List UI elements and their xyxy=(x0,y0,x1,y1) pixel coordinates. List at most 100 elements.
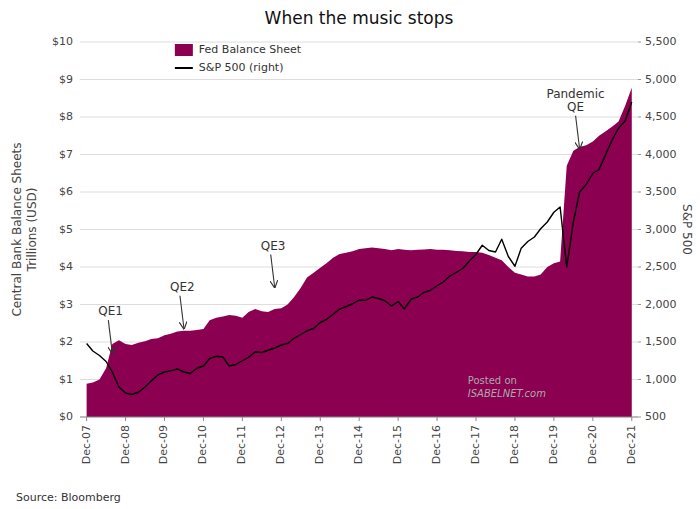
x-tick xyxy=(203,417,204,421)
data xyxy=(87,88,632,417)
x-tick xyxy=(320,417,321,421)
y2-tick xyxy=(638,417,641,418)
x-tick-label: Dec-13 xyxy=(313,425,326,464)
y2-tick-label: 5,500 xyxy=(645,35,677,48)
y2-tick xyxy=(638,192,641,193)
y2-tick xyxy=(638,229,641,230)
annotation-arrow xyxy=(180,296,184,329)
watermark: Posted on xyxy=(468,375,517,386)
y2-tick-label: 2,500 xyxy=(645,260,677,273)
annotation-text: PandemicQE xyxy=(546,87,604,114)
annotation-arrow xyxy=(108,320,112,353)
grid xyxy=(80,42,638,417)
x-tick xyxy=(553,417,554,421)
annotation-line: QE3 xyxy=(261,239,286,253)
annotation-text: QE3 xyxy=(261,239,286,253)
y2-tick xyxy=(638,304,641,305)
y2-tick-label: 2,000 xyxy=(645,298,677,311)
x-tick-label: Dec-07 xyxy=(80,425,93,464)
x-tick-label: Dec-15 xyxy=(391,425,404,464)
annotation-line: Pandemic xyxy=(546,87,604,101)
y-tick-label: $3 xyxy=(59,298,73,311)
legend-label: S&P 500 (right) xyxy=(199,61,284,74)
x-tick xyxy=(125,417,126,421)
y2-axis-label: S&P 500 xyxy=(680,204,694,255)
annotation-text: QE1 xyxy=(98,304,123,318)
annotations: QE1 QE2 QE3 PandemicQE xyxy=(98,87,604,353)
x-tick-label: Dec-11 xyxy=(235,425,248,464)
y-tick-label: $9 xyxy=(59,73,73,86)
x-tick-label: Dec-21 xyxy=(625,425,638,464)
x-tick xyxy=(359,417,360,421)
title: When the music stops xyxy=(265,8,454,28)
legend-swatch xyxy=(175,67,193,69)
x-tick xyxy=(437,417,438,421)
y2-tick xyxy=(638,379,641,380)
y2-tick xyxy=(638,117,641,118)
y2-tick xyxy=(638,154,641,155)
legend-swatch xyxy=(175,44,193,56)
annotation-arrow xyxy=(576,116,580,149)
y2-tick xyxy=(638,342,641,343)
legend-label: Fed Balance Sheet xyxy=(199,43,302,56)
y2-tick-label: 4,000 xyxy=(645,148,677,161)
y-tick-label: $5 xyxy=(59,223,73,236)
x-tick-label: Dec-19 xyxy=(547,425,560,464)
x-tick-label: Dec-12 xyxy=(274,425,287,464)
grid-line xyxy=(80,42,638,43)
x-tick-label: Dec-14 xyxy=(352,425,365,464)
y2-tick-label: 4,500 xyxy=(645,110,677,123)
x-tick xyxy=(242,417,243,421)
x-tick xyxy=(592,417,593,421)
source: Source: Bloomberg xyxy=(16,491,121,504)
y-axis-label-line: Trillions (USD) xyxy=(24,188,38,273)
x-tick xyxy=(164,417,165,421)
area-series xyxy=(87,88,632,417)
watermark: ISABELNET.com xyxy=(468,388,546,399)
y-tick-label: $4 xyxy=(59,260,73,273)
grid-line xyxy=(80,192,638,193)
x-tick xyxy=(476,417,477,421)
annotation-line: QE2 xyxy=(170,280,195,294)
x-tick xyxy=(514,417,515,421)
grid-line xyxy=(80,154,638,155)
y-tick-label: $7 xyxy=(59,148,73,161)
y-tick-label: $0 xyxy=(59,410,73,423)
y-axis-label-line: Central Bank Balance Sheets xyxy=(9,142,23,316)
y2-tick-label: 500 xyxy=(645,410,666,423)
x-tick-label: Dec-09 xyxy=(157,425,170,464)
chart: When the music stops $0 $1 $2 $3 $4 $5 $6 $7 $8 $9… xyxy=(0,0,700,509)
x-tick-label: Dec-17 xyxy=(469,425,482,464)
y-tick-label: $2 xyxy=(59,335,73,348)
y2-tick xyxy=(638,79,641,80)
line-series xyxy=(87,102,632,395)
x-tick-label: Dec-20 xyxy=(586,425,599,464)
x-tick xyxy=(281,417,282,421)
x-tick-label: Dec-10 xyxy=(196,425,209,464)
annotation-line: QE1 xyxy=(98,304,123,318)
x-tick-label: Dec-16 xyxy=(430,425,443,464)
y2-tick-label: 3,000 xyxy=(645,223,677,236)
y-tick-label: $10 xyxy=(52,35,73,48)
annotation-text: QE2 xyxy=(170,280,195,294)
y2-tick-label: 3,500 xyxy=(645,185,677,198)
x-tick-label: Dec-18 xyxy=(508,425,521,464)
y-tick-label: $8 xyxy=(59,110,73,123)
grid-line xyxy=(80,117,638,118)
y2-tick-label: 1,000 xyxy=(645,373,677,386)
annotation-arrow xyxy=(271,255,275,288)
grid-line xyxy=(80,79,638,80)
x-tick xyxy=(631,417,632,421)
x-tick xyxy=(86,417,87,421)
y2-tick-label: 5,000 xyxy=(645,73,677,86)
grid-line xyxy=(80,229,638,230)
y2-tick-label: 1,500 xyxy=(645,335,677,348)
x-tick-label: Dec-08 xyxy=(119,425,132,464)
y-axis-label: Central Bank Balance SheetsTrillions (US… xyxy=(9,142,38,316)
y-tick-label: $1 xyxy=(59,373,73,386)
x-tick xyxy=(398,417,399,421)
y-tick-label: $6 xyxy=(59,185,73,198)
y2-tick xyxy=(638,42,641,43)
legend: Fed Balance Sheet S&P 500 (right) xyxy=(175,43,302,74)
y2-tick xyxy=(638,267,641,268)
